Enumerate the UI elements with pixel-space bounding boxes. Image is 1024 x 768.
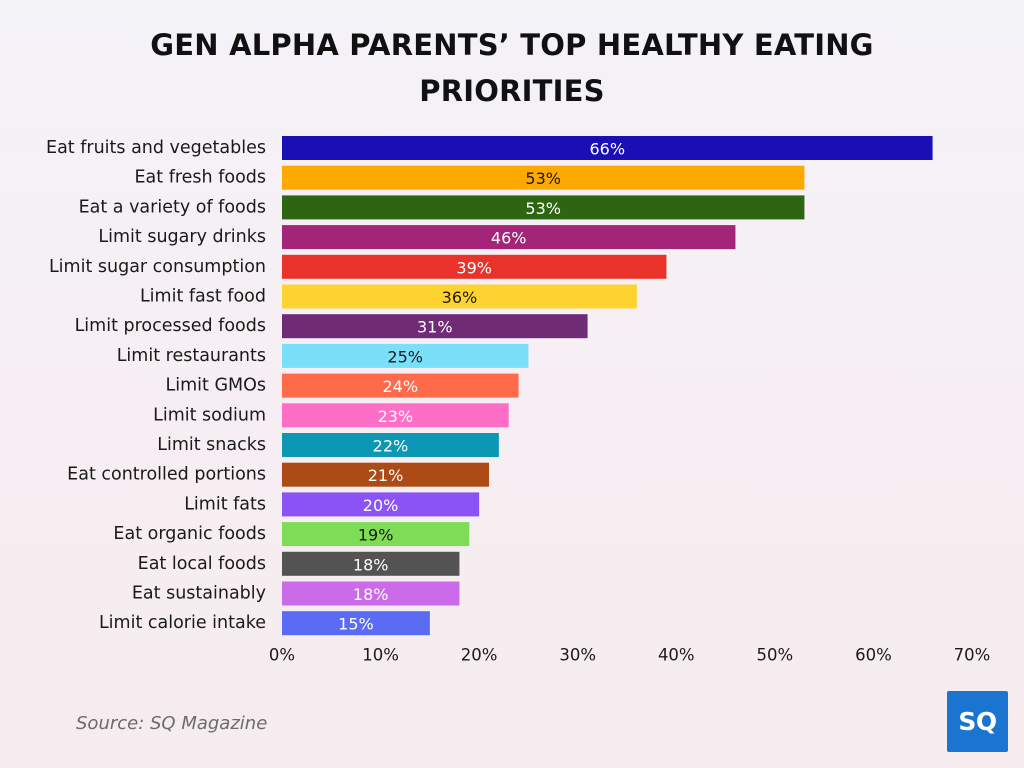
x-tick-label: 10% bbox=[362, 646, 399, 665]
chart-title-line-2: PRIORITIES bbox=[419, 74, 605, 108]
bar bbox=[282, 165, 805, 190]
bar-chart: Eat fruits and vegetables 66% Eat fresh fo… bbox=[46, 136, 991, 665]
value-label: 22% bbox=[373, 437, 409, 456]
category-label: Limit processed foods bbox=[75, 316, 266, 336]
category-label: Limit fast food bbox=[140, 287, 266, 307]
bar bbox=[282, 254, 667, 279]
value-label: 66% bbox=[590, 140, 626, 159]
bar bbox=[282, 225, 736, 250]
x-tick-label: 20% bbox=[461, 646, 498, 665]
bar bbox=[282, 284, 637, 309]
x-tick-label: 40% bbox=[658, 646, 695, 665]
category-label: Eat sustainably bbox=[132, 584, 266, 604]
value-label: 46% bbox=[491, 229, 527, 248]
value-label: 18% bbox=[353, 555, 389, 574]
value-label: 20% bbox=[363, 496, 399, 515]
value-label: 25% bbox=[387, 347, 423, 366]
value-label: 53% bbox=[525, 169, 561, 188]
value-label: 23% bbox=[378, 407, 414, 426]
category-label: Limit fats bbox=[184, 494, 266, 514]
x-tick-label: 70% bbox=[954, 646, 991, 665]
bar bbox=[282, 492, 480, 517]
x-tick-label: 30% bbox=[559, 646, 596, 665]
category-label: Eat a variety of foods bbox=[79, 197, 266, 217]
value-label: 53% bbox=[525, 199, 561, 218]
category-label: Limit sodium bbox=[153, 405, 266, 425]
category-label: Limit sugary drinks bbox=[98, 227, 266, 247]
bar bbox=[282, 611, 430, 636]
bar bbox=[282, 403, 509, 428]
value-label: 18% bbox=[353, 585, 389, 604]
value-label: 21% bbox=[368, 466, 404, 485]
chart-title-line-1: GEN ALPHA PARENTS’ TOP HEALTHY EATING bbox=[150, 28, 874, 62]
category-label: Limit snacks bbox=[157, 435, 266, 455]
category-label: Eat fresh foods bbox=[134, 168, 266, 188]
bar bbox=[282, 462, 489, 487]
x-tick-label: 60% bbox=[855, 646, 892, 665]
category-label: Limit restaurants bbox=[117, 346, 266, 366]
value-label: 19% bbox=[358, 526, 394, 545]
value-label: 31% bbox=[417, 318, 453, 337]
category-label: Limit GMOs bbox=[166, 376, 267, 396]
bar bbox=[282, 522, 470, 547]
x-tick-label: 0% bbox=[269, 646, 295, 665]
category-label: Eat local foods bbox=[138, 554, 266, 574]
category-label: Eat organic foods bbox=[113, 524, 266, 544]
bar bbox=[282, 433, 499, 457]
bar bbox=[282, 373, 519, 398]
value-label: 24% bbox=[383, 377, 419, 396]
sq-logo: SQ bbox=[947, 691, 1008, 752]
source-note: Source: SQ Magazine bbox=[76, 713, 268, 734]
value-label: 36% bbox=[442, 288, 478, 307]
bar bbox=[282, 195, 805, 220]
value-label: 39% bbox=[456, 258, 492, 277]
bar bbox=[282, 136, 933, 160]
category-label: Limit sugar consumption bbox=[49, 257, 266, 277]
bar bbox=[282, 551, 460, 576]
x-tick-label: 50% bbox=[757, 646, 794, 665]
chart-title: GEN ALPHA PARENTS’ TOP HEALTHY EATING PR… bbox=[0, 22, 1024, 114]
bar bbox=[282, 343, 529, 368]
bar bbox=[282, 314, 588, 339]
value-label: 15% bbox=[338, 615, 374, 634]
category-label: Eat controlled portions bbox=[67, 465, 266, 485]
category-label: Limit calorie intake bbox=[99, 613, 266, 633]
category-label: Eat fruits and vegetables bbox=[46, 138, 266, 158]
bar bbox=[282, 581, 460, 606]
